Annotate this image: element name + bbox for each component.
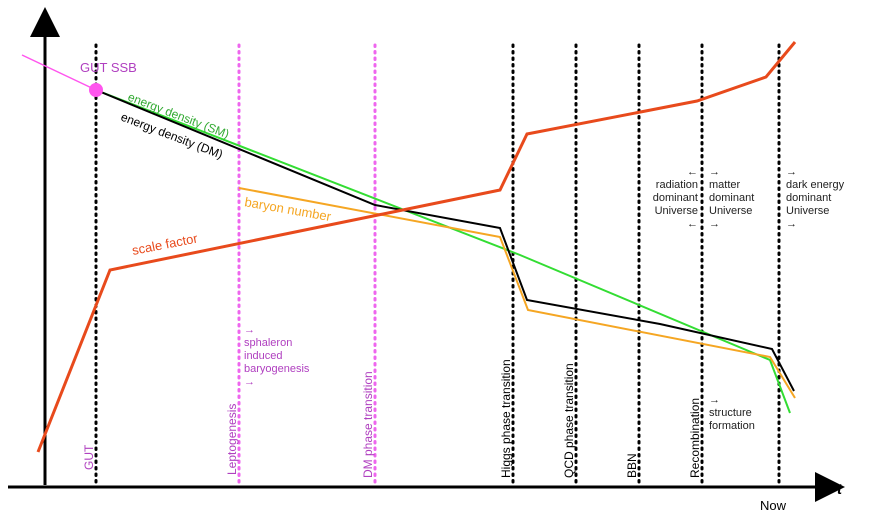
gut-ssb-line	[21, 54, 97, 91]
sphaleron-note-line: induced	[244, 350, 283, 362]
structure-formation-note: → structure formation	[709, 394, 755, 432]
dm-phase-event-label: DM phase transition	[361, 371, 375, 478]
sphaleron-note-line: →	[244, 376, 255, 388]
structure-note-line: structure	[709, 407, 752, 419]
higgs-phase-event-label: Higgs phase transition	[499, 359, 513, 478]
matter-note-line: →	[709, 166, 720, 178]
structure-note-line: formation	[709, 420, 755, 432]
baryon-number-curve	[238, 187, 796, 399]
dark-energy-note-line: dominant	[786, 192, 831, 204]
baryon-number-label: baryon number	[243, 194, 332, 224]
radiation-note-line: radiation	[656, 179, 698, 191]
sphaleron-note: → sphaleron induced baryogenesis →	[244, 324, 310, 388]
radiation-note-line: ←	[687, 166, 698, 178]
qcd-phase-event-label: QCD phase transition	[562, 363, 576, 478]
gut-ssb-point	[89, 83, 103, 97]
dark-energy-note-line: →	[786, 166, 797, 178]
scale-factor-curve	[36, 41, 797, 453]
energy-density-sm-curve	[95, 89, 791, 414]
radiation-dominant-note: ← radiation dominant Universe ←	[653, 166, 698, 230]
gut-ssb-label: GUT SSB	[80, 60, 137, 75]
sphaleron-note-line: baryogenesis	[244, 363, 310, 375]
recombination-event-label: Recombination	[688, 398, 702, 478]
dark-energy-note-line: Universe	[786, 205, 829, 217]
sphaleron-note-line: →	[244, 324, 255, 336]
matter-dominant-note: → matter dominant Universe →	[709, 166, 754, 230]
leptogenesis-event-label: Leptogenesis	[225, 404, 239, 475]
radiation-note-line: Universe	[655, 205, 698, 217]
gut-event-label: GUT	[82, 444, 96, 470]
energy-density-dm-curve	[95, 89, 795, 392]
dark-energy-note-line: →	[786, 218, 797, 230]
bbn-event-label: BBN	[625, 453, 639, 478]
event-lines	[94, 43, 781, 487]
dark-energy-dominant-note: → dark energy dominant Universe →	[786, 166, 845, 230]
sphaleron-note-line: sphaleron	[244, 337, 292, 349]
t-axis-label: t	[837, 481, 843, 498]
matter-note-line: →	[709, 218, 720, 230]
matter-note-line: matter	[709, 179, 741, 191]
matter-note-line: dominant	[709, 192, 754, 204]
now-label: Now	[760, 498, 787, 513]
structure-note-line: →	[709, 394, 720, 406]
matter-note-line: Universe	[709, 205, 752, 217]
radiation-note-line: ←	[687, 218, 698, 230]
radiation-note-line: dominant	[653, 192, 698, 204]
dark-energy-note-line: dark energy	[786, 179, 845, 191]
